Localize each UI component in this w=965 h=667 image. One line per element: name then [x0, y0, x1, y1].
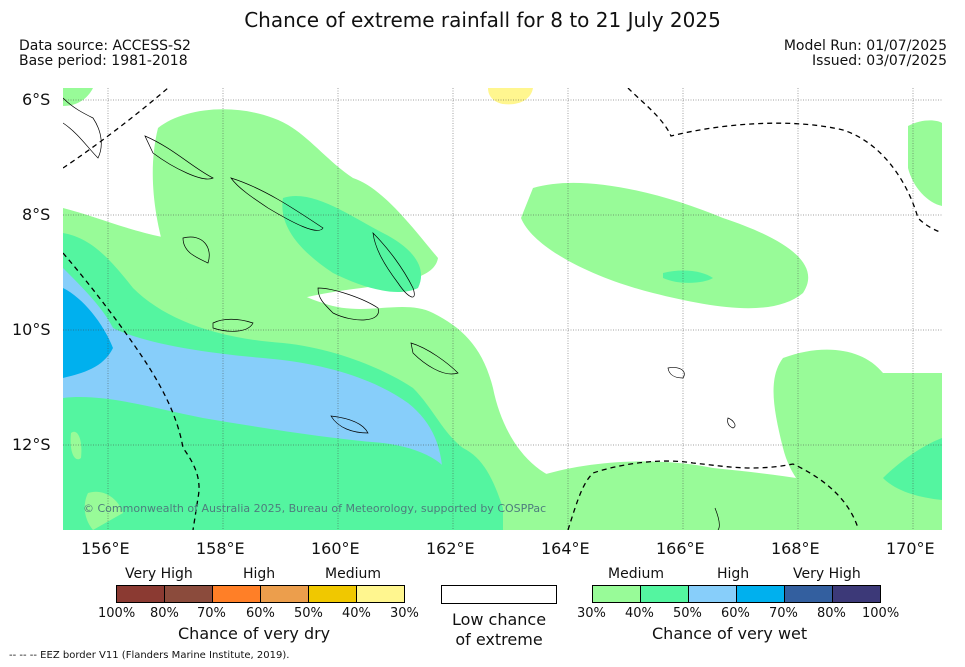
dry-tick-6: 30% — [390, 606, 419, 621]
lon-label-160e: 160°E — [311, 539, 360, 558]
wet-header-very-high: Very High — [793, 566, 861, 582]
wet-tick-1: 40% — [625, 606, 654, 621]
wet-medium-region-nw — [63, 88, 93, 106]
map-title: Chance of extreme rainfall for 8 to 21 J… — [244, 8, 721, 32]
wet-medium-region-central — [521, 182, 809, 309]
dry-swatches-swatch-3 — [260, 585, 309, 603]
model-run: Model Run: 01/07/2025 — [783, 38, 947, 54]
wet-medium-region-ne — [908, 120, 942, 206]
low-chance-swatch — [441, 585, 557, 604]
meta-left: Data source: ACCESS-S2 Base period: 1981… — [19, 39, 191, 69]
wet-medium-spot-left — [70, 431, 82, 460]
dry-tick-4: 50% — [294, 606, 323, 621]
dry-swatches-swatch-1 — [164, 585, 213, 603]
wet-tick-0: 30% — [577, 606, 606, 621]
map-canvas — [63, 88, 942, 530]
wet-swatches-swatch-0 — [592, 585, 641, 603]
wet-tick-5: 80% — [817, 606, 846, 621]
wet-medium-high-region-north — [282, 196, 422, 293]
eez-footer-note: -- -- -- EEZ border V11 (Flanders Marine… — [9, 650, 290, 661]
wet-tick-6: 100% — [862, 606, 900, 621]
wet-tick-4: 70% — [769, 606, 798, 621]
copyright-credit: © Commonwealth of Australia 2025, Bureau… — [83, 502, 547, 515]
wet-medium-high-band-south — [63, 397, 455, 530]
lat-label-8s: 8°S — [22, 205, 51, 224]
dry-tick-3: 60% — [246, 606, 275, 621]
wet-swatches-swatch-2 — [688, 585, 737, 603]
data-source: Data source: ACCESS-S2 — [19, 38, 191, 54]
issued-date: Issued: 03/07/2025 — [812, 53, 947, 69]
lat-label-12s: 12°S — [12, 435, 51, 454]
wet-header-high: High — [717, 566, 750, 582]
dry-swatches-swatch-5 — [356, 585, 405, 603]
lon-label-166e: 166°E — [656, 539, 705, 558]
lat-label-6s: 6°S — [22, 90, 51, 109]
dry-header-very-high: Very High — [125, 566, 193, 582]
gridlines — [63, 88, 942, 530]
dry-swatches-swatch-4 — [308, 585, 357, 603]
lon-label-168e: 168°E — [771, 539, 820, 558]
coastlines — [63, 97, 736, 530]
dry-swatches-swatch-0 — [116, 585, 165, 603]
wet-tick-2: 50% — [673, 606, 702, 621]
wet-medium-high-region-east — [883, 438, 942, 500]
dry-tick-5: 40% — [342, 606, 371, 621]
dry-header-high: High — [243, 566, 276, 582]
dry-tick-2: 70% — [197, 606, 226, 621]
wet-swatches-swatch-4 — [784, 585, 833, 603]
lon-label-170e: 170°E — [886, 539, 935, 558]
wet-swatches-swatch-5 — [832, 585, 881, 603]
wet-swatches-swatch-3 — [736, 585, 785, 603]
dry-tick-1: 80% — [150, 606, 179, 621]
dry-tick-0: 100% — [98, 606, 136, 621]
lat-label-10s: 10°S — [12, 320, 51, 339]
lon-label-164e: 164°E — [541, 539, 590, 558]
dry-caption: Chance of very dry — [178, 624, 331, 643]
wet-caption: Chance of very wet — [652, 624, 808, 643]
low-chance-caption: Low chance of extreme — [451, 610, 547, 649]
dry-medium-region — [488, 88, 533, 105]
wet-medium-spot-south — [84, 491, 123, 530]
wet-medium-high-spot — [663, 270, 713, 283]
base-period: Base period: 1981-2018 — [19, 53, 188, 69]
dry-header-medium: Medium — [325, 566, 381, 582]
wet-swatches-swatch-1 — [640, 585, 689, 603]
wet-very-high-region — [63, 288, 113, 378]
eez-borders — [63, 88, 942, 530]
lon-label-156e: 156°E — [81, 539, 130, 558]
meta-right: Model Run: 01/07/2025 Issued: 03/07/2025 — [784, 39, 947, 69]
lon-label-162e: 162°E — [426, 539, 475, 558]
rainfall-map: © Commonwealth of Australia 2025, Bureau… — [63, 88, 942, 530]
wet-medium-region-southeast — [533, 461, 863, 530]
wet-tick-3: 60% — [721, 606, 750, 621]
dry-swatches-swatch-2 — [212, 585, 261, 603]
wet-header-medium: Medium — [608, 566, 664, 582]
lon-label-158e: 158°E — [196, 539, 245, 558]
